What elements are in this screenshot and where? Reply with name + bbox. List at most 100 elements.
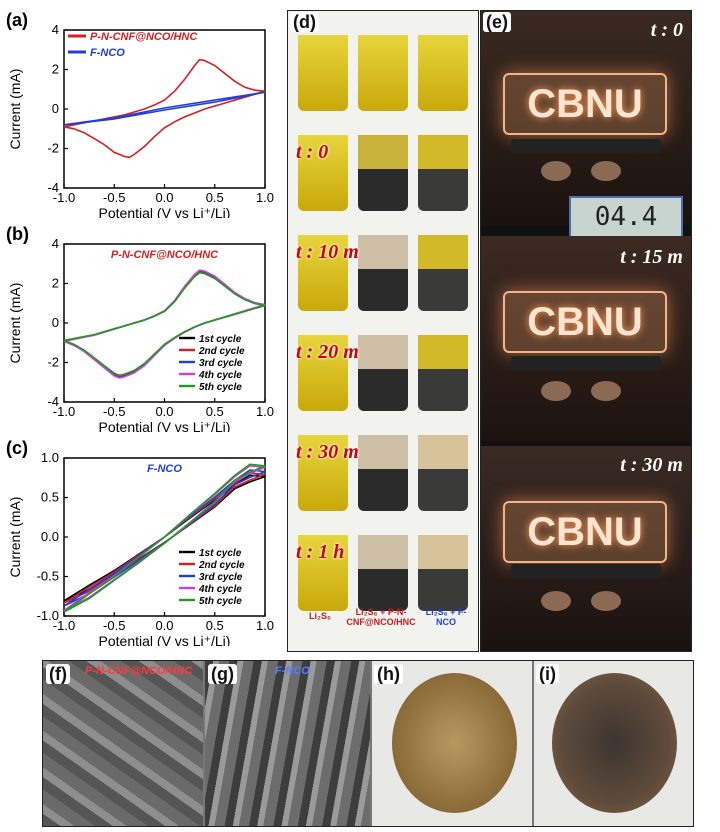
sign-base-3 [511, 564, 661, 578]
vial [298, 135, 348, 211]
x-tick-label: 0.5 [206, 618, 224, 633]
vial-caption-3-text: Li₂S₆ + F-NCO [425, 607, 467, 627]
panel-label: (c) [6, 438, 28, 458]
chart-title: P-N-CNF@NCO/HNC [111, 249, 219, 261]
y-tick-label: -2 [47, 141, 59, 156]
x-axis-label: Potential (V vs Li⁺/Li) [99, 633, 231, 646]
panel-label-e: (e) [483, 12, 511, 32]
panel-label: (b) [6, 224, 29, 244]
cv-plot-b: -1.0 -0.5 0.0 0.5 1.0 -4 -2 0 2 4 Potential (V vs … [6, 224, 274, 432]
vial [298, 335, 348, 411]
vial [358, 35, 408, 111]
vial [418, 235, 468, 311]
vial-caption-2-text: Li₂S₆ + P-N-CNF@NCO/HNC [346, 607, 416, 627]
lamp-photo-panel: t : 0 CBNU 04.4 t : 15 m CBNU t : 30 m C… [480, 10, 692, 652]
vial-row-time: t : 0 [296, 141, 329, 163]
y-tick-label: 0 [52, 101, 59, 116]
legend-label: 1st cycle [199, 334, 242, 345]
series-line-1 [63, 58, 266, 159]
vial [358, 235, 408, 311]
separator-photo-h [372, 661, 532, 826]
y-tick-label: -0.5 [37, 569, 59, 584]
separator-photo-i [534, 661, 693, 826]
x-tick-label: 1.0 [256, 618, 274, 633]
series-line-2 [63, 91, 266, 126]
legend-label: 3rd cycle [199, 358, 243, 369]
separator-disc-h [392, 673, 517, 813]
clip-3a [541, 591, 571, 611]
y-axis-label: Current (mA) [7, 497, 23, 578]
cv-chart-c: -1.0 -0.5 0.0 0.5 1.0 -1.0 -0.5 0.0 0.5 1.0 Potent… [0, 436, 290, 646]
panel-label-f: (f) [46, 664, 70, 684]
vial-caption-1-text: Li₂S₆ [308, 611, 332, 621]
clip-2b [591, 381, 621, 401]
legend-label: 3rd cycle [199, 572, 243, 583]
lamp-time-3: t : 30 m [620, 454, 683, 476]
separator-disc-i [552, 673, 677, 813]
y-tick-label: 4 [52, 22, 59, 37]
y-axis-label: Current (mA) [7, 69, 23, 150]
legend-label: 5th cycle [199, 596, 242, 607]
x-tick-label: 0.0 [155, 404, 173, 419]
y-tick-label: 1.0 [41, 450, 59, 465]
x-tick-label: 0.5 [206, 404, 224, 419]
y-tick-label: -4 [47, 394, 59, 409]
vial-row-time: t : 10 m [296, 241, 359, 263]
x-tick-label: 1.0 [256, 404, 274, 419]
vial-caption-1: Li₂S₆ [292, 611, 348, 621]
y-tick-label: 0.5 [41, 490, 59, 505]
x-axis-label: Potential (V vs Li⁺/Li) [99, 205, 231, 218]
series-line-5 [63, 463, 266, 613]
vial [418, 335, 468, 411]
vial [358, 535, 408, 611]
y-tick-label: -1.0 [37, 608, 59, 623]
x-tick-label: -1.0 [53, 404, 75, 419]
vial [298, 435, 348, 511]
clip-1b [591, 161, 621, 181]
cv-chart-b: -1.0 -0.5 0.0 0.5 1.0 -4 -2 0 2 4 Potential (V vs … [0, 222, 290, 432]
y-axis-label: Current (mA) [7, 283, 23, 364]
vial [358, 435, 408, 511]
vial [298, 235, 348, 311]
vial-photo-panel: t : 0 t : 10 m t : 20 m t : 30 m t : 1 h Li₂… [287, 10, 479, 652]
legend-label: 2nd cycle [198, 346, 245, 357]
sem-label-f: P-N-CNF@NCO/HNC [85, 665, 193, 677]
led-sign-1-text: CBNU [527, 82, 643, 126]
legend-label: 4th cycle [198, 584, 242, 595]
panel-label-i: (i) [536, 664, 559, 684]
legend-label: P-N-CNF@NCO/HNC [90, 31, 198, 43]
vial [418, 435, 468, 511]
x-tick-label: 0.5 [206, 190, 224, 205]
multimeter-display: 04.4 [569, 196, 683, 238]
vial-caption-3: Li₂S₆ + F-NCO [416, 607, 476, 627]
sem-image-g: F-NCO [205, 661, 370, 826]
vial-row-time: t : 1 h [296, 541, 345, 563]
sem-label-g: F-NCO [275, 665, 310, 677]
x-tick-label: 1.0 [256, 190, 274, 205]
x-axis-label: Potential (V vs Li⁺/Li) [99, 419, 231, 432]
lamp-frame-1: t : 0 CBNU 04.4 [481, 11, 691, 238]
clip-1a [541, 161, 571, 181]
led-sign-3-text: CBNU [527, 510, 643, 554]
series-line-5 [63, 271, 266, 377]
vial-row-time: t : 20 m [296, 341, 359, 363]
led-sign-2: CBNU [503, 291, 667, 353]
vial [418, 35, 468, 111]
vial [298, 35, 348, 111]
legend-label: F-NCO [90, 47, 125, 59]
led-sign-3: CBNU [503, 501, 667, 563]
vial [418, 135, 468, 211]
cv-chart-a: -1.0 -0.5 0.0 0.5 1.0 -4 -2 0 2 4 Potential (V vs … [0, 8, 290, 218]
y-tick-label: 4 [52, 236, 59, 251]
sign-base-2 [511, 356, 661, 370]
vial [418, 535, 468, 611]
sign-base-1 [511, 139, 661, 153]
vial [358, 135, 408, 211]
vial-caption-2: Li₂S₆ + P-N-CNF@NCO/HNC [346, 607, 416, 627]
vial [358, 335, 408, 411]
sem-and-separator-panel: P-N-CNF@NCO/HNC F-NCO [42, 660, 694, 827]
vial [298, 535, 348, 611]
x-tick-label: -0.5 [103, 190, 125, 205]
legend-label: 4th cycle [198, 370, 242, 381]
x-tick-label: -1.0 [53, 190, 75, 205]
